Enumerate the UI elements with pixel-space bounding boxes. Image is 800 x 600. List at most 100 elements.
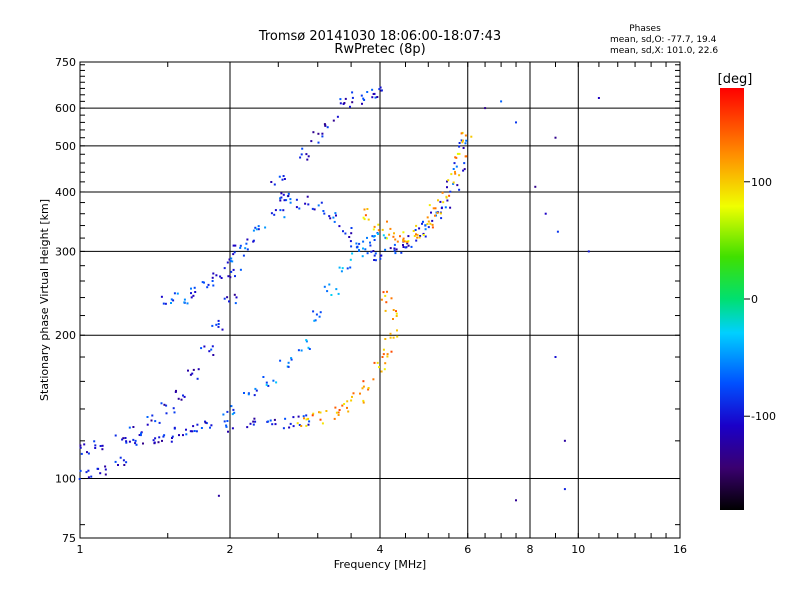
data-point (190, 292, 192, 295)
data-point (254, 387, 257, 390)
data-point (462, 147, 465, 149)
data-point (220, 277, 223, 279)
data-point (233, 251, 236, 254)
data-point (334, 212, 337, 215)
data-point (355, 242, 358, 245)
data-point (362, 401, 365, 404)
data-point (307, 346, 310, 349)
data-point (421, 222, 423, 225)
data-point (229, 276, 232, 279)
x-tick-label: 4 (377, 543, 384, 556)
data-point (239, 244, 242, 247)
data-point (402, 231, 405, 234)
data-point (363, 208, 366, 211)
data-point (410, 245, 413, 248)
data-point (341, 404, 344, 407)
data-point (369, 241, 371, 244)
data-point (319, 411, 322, 414)
data-point (204, 420, 206, 423)
data-point (330, 294, 333, 296)
data-points (78, 86, 600, 502)
data-point (301, 147, 304, 150)
data-point (351, 395, 353, 398)
data-point (534, 185, 537, 188)
data-point (287, 361, 290, 364)
data-point (445, 196, 448, 199)
data-point (192, 368, 195, 371)
data-point (324, 124, 327, 127)
data-point (395, 248, 398, 251)
data-point (358, 242, 361, 245)
data-point (212, 284, 215, 287)
data-point (230, 257, 233, 260)
data-point (123, 464, 126, 466)
data-point (253, 394, 256, 397)
data-point (384, 338, 387, 340)
data-point (427, 226, 430, 229)
data-series (160, 192, 292, 305)
data-point (369, 244, 372, 247)
data-point (79, 469, 82, 472)
data-point (377, 223, 380, 226)
data-point (403, 240, 406, 243)
data-point (311, 207, 314, 210)
data-point (104, 473, 107, 476)
data-point (395, 315, 398, 317)
data-point (460, 139, 463, 142)
data-point (392, 235, 395, 238)
data-point (265, 381, 268, 384)
data-point (262, 376, 265, 378)
data-point (246, 426, 249, 429)
data-point (340, 270, 343, 273)
data-point (279, 359, 282, 362)
data-series (217, 97, 600, 502)
data-point (407, 244, 410, 247)
data-point (312, 310, 315, 313)
data-point (290, 358, 293, 361)
data-point (424, 228, 427, 231)
data-point (287, 192, 290, 195)
data-point (191, 372, 194, 375)
data-point (465, 139, 468, 142)
data-point (370, 250, 373, 253)
data-point (311, 414, 314, 417)
y-tick-labels: 75 100 200 300 400 500 600 750 (55, 56, 76, 545)
data-point (390, 297, 393, 300)
data-point (313, 208, 316, 211)
data-point (278, 175, 281, 178)
data-point (400, 251, 403, 254)
data-point (349, 258, 352, 261)
data-point (225, 424, 228, 427)
data-point (306, 158, 309, 161)
data-point (162, 435, 165, 438)
data-point (382, 348, 385, 351)
data-point (458, 152, 461, 155)
data-point (208, 350, 211, 353)
data-point (446, 186, 448, 189)
y-tick-label: 500 (55, 140, 76, 153)
data-series (296, 290, 399, 427)
data-point (449, 190, 452, 193)
data-point (210, 348, 213, 351)
data-point (298, 424, 301, 426)
data-point (373, 254, 376, 257)
data-point (170, 302, 172, 304)
data-point (274, 209, 277, 212)
data-point (162, 302, 165, 305)
data-point (355, 246, 358, 249)
data-point (349, 266, 352, 269)
data-point (128, 440, 131, 443)
data-point (101, 448, 104, 451)
data-point (374, 96, 377, 99)
data-point (194, 291, 197, 293)
data-point (455, 165, 458, 168)
data-point (279, 197, 282, 200)
data-point (318, 315, 321, 318)
data-point (297, 349, 300, 352)
data-point (382, 234, 385, 237)
data-point (232, 244, 235, 247)
data-point (265, 383, 268, 386)
data-point (230, 405, 233, 408)
axis-ticks (79, 62, 681, 538)
data-point (177, 397, 180, 400)
